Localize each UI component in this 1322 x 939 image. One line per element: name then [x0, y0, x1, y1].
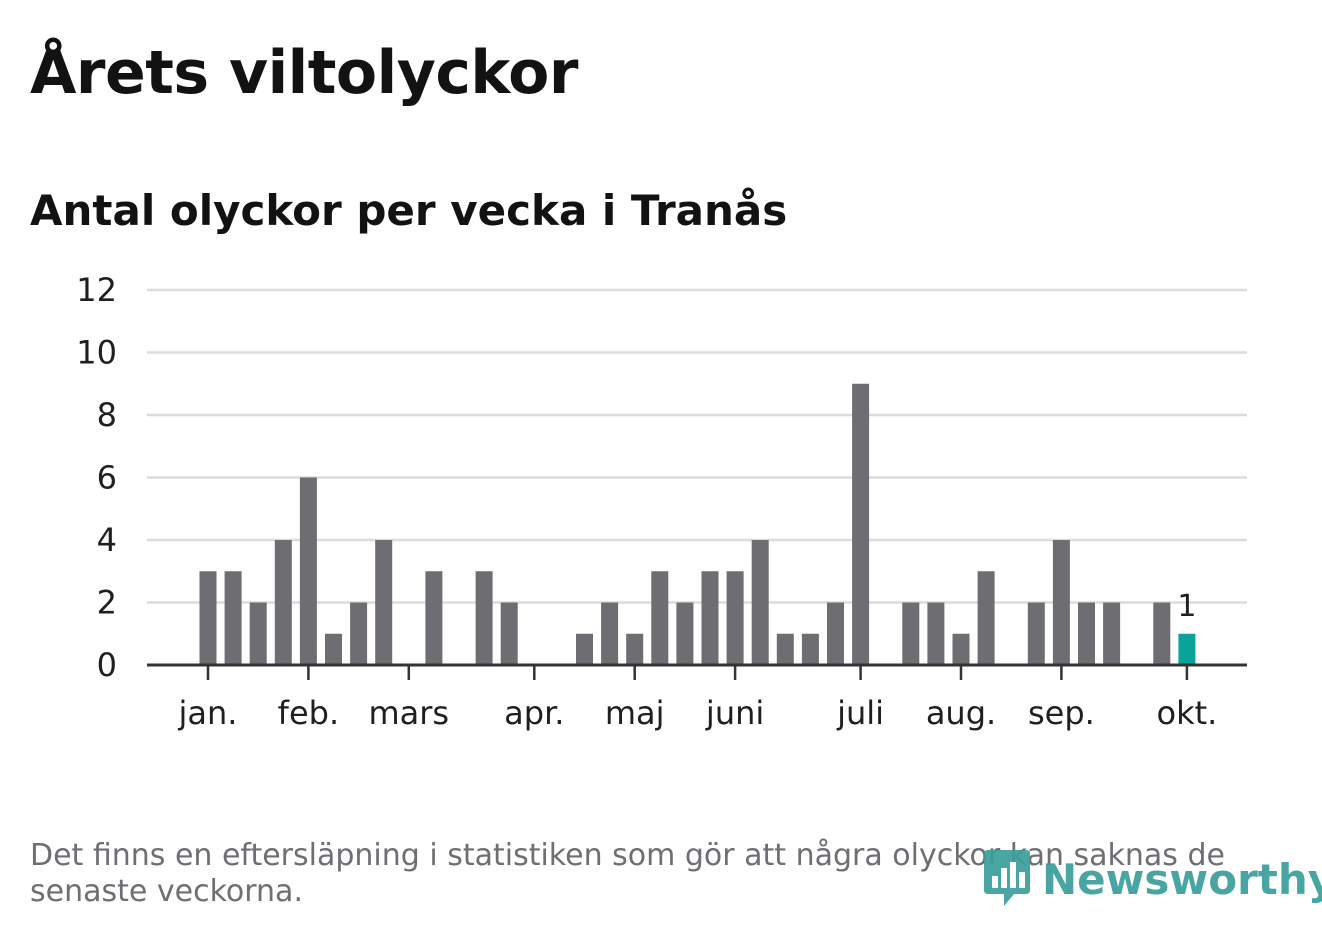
bars: [199, 383, 1196, 665]
x-tick-label: jan.: [178, 694, 238, 732]
x-tick-label: sep.: [1028, 694, 1095, 732]
bar-week-1: [199, 571, 217, 665]
chart-title: Årets viltolyckor: [30, 38, 579, 108]
bar-week-19: [651, 571, 669, 665]
y-tick-label: 12: [76, 271, 117, 309]
bar-week-35: [1052, 540, 1070, 665]
bar-week-17: [601, 602, 619, 665]
bar-week-27: [852, 383, 870, 665]
bar-week-29: [902, 602, 920, 665]
y-tick-label: 4: [97, 521, 117, 559]
bar-week-21: [701, 571, 719, 665]
x-tick-label: juli: [836, 694, 884, 732]
bar-week-26: [827, 602, 844, 665]
chart-subtitle: Antal olyckor per vecka i Tranås: [30, 186, 788, 235]
bar-week-23: [751, 540, 769, 665]
y-tick-label: 6: [97, 459, 117, 497]
bar-week-36: [1078, 602, 1095, 665]
bar-week-24: [776, 633, 794, 665]
bar-week-16: [576, 633, 593, 665]
bar-week-10: [425, 571, 443, 665]
bar-week-22: [726, 571, 744, 665]
x-tick-label: juni: [705, 694, 764, 732]
y-tick-label: 8: [97, 396, 117, 434]
gridlines: [147, 288, 1247, 604]
bar-week-30: [927, 602, 945, 665]
y-tick-label: 10: [76, 334, 117, 372]
bar-week-12: [475, 571, 493, 665]
bar-week-39: [1153, 602, 1171, 665]
newsworthy-logo[interactable]: Newsworthy: [982, 848, 1322, 910]
y-axis-ticks: 0 2 4 6 8 10 12: [76, 271, 117, 684]
x-tick-label: okt.: [1156, 694, 1217, 732]
bar-week-32: [977, 571, 995, 665]
bar-week-20: [676, 602, 694, 665]
bar-week-37: [1103, 602, 1121, 665]
x-tick-label: maj: [605, 694, 665, 732]
bar-week-25: [801, 633, 819, 665]
x-tick-label: feb.: [278, 694, 339, 732]
y-tick-label: 0: [97, 646, 117, 684]
bar-week-2: [224, 571, 242, 665]
newsworthy-logo-icon: [984, 850, 1030, 906]
bar-week-5: [299, 477, 317, 665]
bar-week-34: [1027, 602, 1045, 665]
bar-week-18: [626, 633, 644, 665]
bar-week-13: [500, 602, 518, 665]
bar-week-4: [274, 540, 292, 665]
data-labels: 1: [1177, 589, 1196, 624]
x-tick-label: aug.: [926, 694, 996, 732]
y-tick-label: 2: [97, 584, 117, 622]
bar-week-31: [952, 633, 970, 665]
bar-week-8: [375, 540, 393, 665]
bar-week-7: [350, 602, 368, 665]
x-tick-label: apr.: [504, 694, 564, 732]
bar-week-6: [325, 633, 342, 665]
logo-text: Newsworthy: [1042, 854, 1322, 904]
bar-week-3: [249, 602, 267, 665]
x-tick-label: mars: [368, 694, 449, 732]
bar-week-40: [1178, 633, 1196, 665]
data-label: 1: [1177, 589, 1196, 624]
x-axis-ticks: jan. feb. mars apr. maj juni juli aug. sep. okt.: [178, 665, 1217, 732]
